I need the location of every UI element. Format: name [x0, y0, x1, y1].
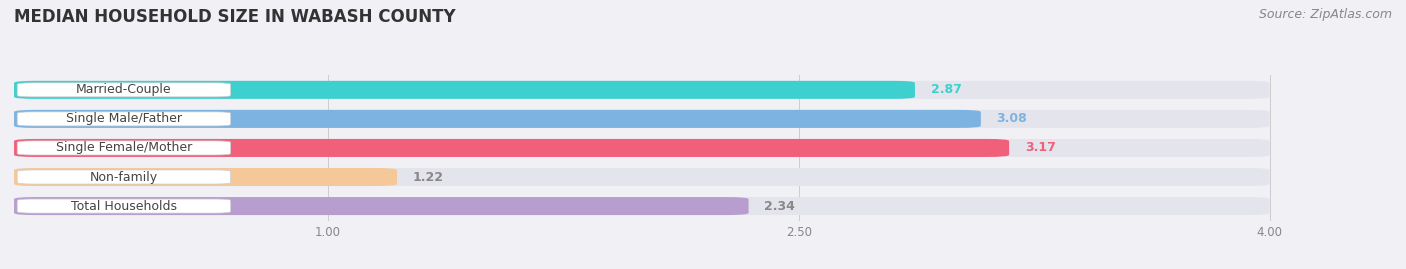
Text: Married-Couple: Married-Couple: [76, 83, 172, 96]
FancyBboxPatch shape: [17, 112, 231, 126]
FancyBboxPatch shape: [14, 197, 748, 215]
Text: Total Households: Total Households: [70, 200, 177, 213]
Text: 3.08: 3.08: [997, 112, 1028, 125]
FancyBboxPatch shape: [14, 168, 1270, 186]
Text: MEDIAN HOUSEHOLD SIZE IN WABASH COUNTY: MEDIAN HOUSEHOLD SIZE IN WABASH COUNTY: [14, 8, 456, 26]
FancyBboxPatch shape: [17, 199, 231, 213]
Text: Single Female/Mother: Single Female/Mother: [56, 141, 193, 154]
Text: 2.87: 2.87: [931, 83, 962, 96]
Text: 2.34: 2.34: [765, 200, 796, 213]
FancyBboxPatch shape: [17, 141, 231, 155]
FancyBboxPatch shape: [14, 197, 1270, 215]
Text: Non-family: Non-family: [90, 171, 157, 183]
FancyBboxPatch shape: [14, 110, 981, 128]
Text: 1.22: 1.22: [413, 171, 444, 183]
FancyBboxPatch shape: [14, 139, 1270, 157]
FancyBboxPatch shape: [17, 170, 231, 184]
FancyBboxPatch shape: [14, 81, 915, 99]
Text: Single Male/Father: Single Male/Father: [66, 112, 181, 125]
FancyBboxPatch shape: [14, 168, 396, 186]
Text: Source: ZipAtlas.com: Source: ZipAtlas.com: [1258, 8, 1392, 21]
FancyBboxPatch shape: [14, 81, 1270, 99]
FancyBboxPatch shape: [14, 139, 1010, 157]
Text: 3.17: 3.17: [1025, 141, 1056, 154]
FancyBboxPatch shape: [14, 110, 1270, 128]
FancyBboxPatch shape: [17, 83, 231, 97]
